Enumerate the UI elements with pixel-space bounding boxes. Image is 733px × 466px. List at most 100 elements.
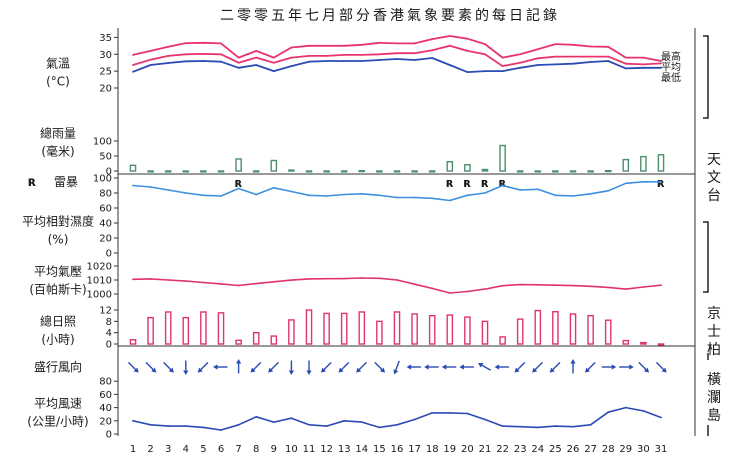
wind-speed-point: [536, 426, 539, 429]
pressure-point: [431, 287, 434, 290]
sunshine-bar: [235, 339, 242, 345]
temp-mean-point: [378, 53, 381, 56]
wind-arrow-head: [549, 367, 555, 373]
wind-speed-point: [343, 419, 346, 422]
pressure-tick-label: 1020: [87, 262, 112, 273]
pressure-point: [220, 283, 222, 285]
humidity-point: [378, 194, 381, 197]
day-tick-label: 26: [567, 444, 580, 455]
rainfall-bar: [534, 170, 542, 173]
humidity-point: [255, 193, 258, 196]
wind-speed-point: [149, 423, 152, 426]
wind-direction-arrow: [163, 361, 174, 373]
kings-park-label-char: 士: [707, 324, 721, 340]
day-tick-label: 29: [619, 444, 632, 455]
temp-min-point: [132, 70, 134, 73]
temp-min-point: [466, 71, 469, 74]
day-tick-label: 14: [355, 444, 368, 455]
wind-speed-point: [220, 429, 222, 431]
humidity-point: [448, 199, 451, 202]
pressure-point: [255, 282, 258, 285]
humidity-point: [607, 189, 610, 192]
rainfall-bar: [376, 170, 383, 173]
humidity-point: [184, 192, 187, 194]
wind-arrow-head: [338, 367, 344, 373]
wind-speed-point: [642, 410, 645, 412]
wind-speed-point: [501, 425, 504, 427]
temp-min-point: [184, 60, 187, 63]
rainfall-bar: [516, 170, 524, 173]
wind-arrow-head: [459, 364, 464, 370]
rainfall-bar: [182, 170, 190, 173]
humidity-point: [202, 194, 205, 197]
rainfall-bar: [340, 170, 348, 173]
pressure-point: [325, 277, 328, 280]
wind-direction-arrow: [236, 359, 242, 374]
temp-max-point: [325, 44, 328, 47]
wind-speed-point: [360, 421, 363, 424]
wind-direction-arrow: [655, 361, 667, 373]
temp-mean-point: [255, 56, 258, 59]
temp-mean-point: [519, 61, 522, 64]
wind-direction-arrow: [374, 361, 386, 373]
thunderstorm-icon: ʀ: [28, 175, 36, 190]
sunshine-tick-label: 8: [106, 317, 112, 328]
wind-arrow-head: [478, 362, 484, 368]
wind-arrow-head: [320, 367, 326, 373]
temp-mean-point: [220, 53, 222, 56]
temp-mean-point: [642, 63, 645, 66]
humidity-point: [660, 180, 662, 183]
wind-speed-point: [184, 425, 187, 427]
wind-speed-point: [255, 415, 258, 418]
temp-max-point: [343, 44, 346, 47]
temp-min-point: [554, 63, 557, 66]
wind-arrow-head: [629, 364, 634, 370]
temp-max-point: [607, 45, 610, 48]
pressure-point: [501, 284, 504, 287]
day-tick-label: 18: [426, 444, 439, 455]
temp-min-point: [149, 64, 152, 66]
temp-mean-point: [360, 54, 363, 56]
sunshine-bar: [129, 339, 137, 345]
pressure-tick-label: 1000: [87, 290, 112, 301]
wind-direction-label: 盛行風向: [34, 359, 82, 374]
temp-min-point: [501, 70, 504, 73]
wind-arrow-head: [393, 369, 399, 375]
rainfall-bar: [622, 158, 630, 172]
day-tick-label: 8: [253, 444, 259, 455]
rainfall-tick-label: 0: [106, 167, 112, 178]
wind-speed-point: [325, 425, 328, 427]
humidity-point: [572, 195, 574, 197]
sunshine-bar: [376, 320, 383, 345]
temp-min-point: [272, 70, 275, 73]
humidity-tick-label: 40: [99, 219, 112, 230]
temp-max-point: [466, 37, 469, 40]
temp-min-point: [448, 64, 451, 66]
temp-min-point: [220, 60, 222, 63]
sunshine-bar: [587, 314, 594, 345]
wind-arrow-head: [532, 367, 538, 373]
rainfall-label-line: (毫米): [41, 143, 74, 158]
wind-direction-arrow: [127, 361, 139, 373]
wind-arrow-head: [661, 367, 667, 373]
wind-arrow-head: [611, 364, 617, 370]
rainfall-bar: [129, 164, 137, 172]
wind-arrow-head: [356, 367, 362, 373]
temp-min-point: [660, 66, 662, 69]
wind-speed-point: [484, 418, 486, 421]
waglan-label-char: 島: [707, 408, 721, 424]
sunshine-bar: [288, 319, 295, 345]
day-tick-label: 7: [235, 444, 241, 455]
wind-arrow-head: [494, 364, 500, 370]
humidity-point: [624, 182, 627, 185]
temp-max-point: [149, 49, 152, 52]
temp-max-point: [396, 42, 398, 45]
rainfall-bar: [569, 170, 577, 173]
rainfall-bar: [481, 168, 489, 172]
wind-speed-point: [572, 425, 574, 428]
humidity-point: [536, 188, 539, 191]
rainfall-bar: [323, 170, 330, 173]
